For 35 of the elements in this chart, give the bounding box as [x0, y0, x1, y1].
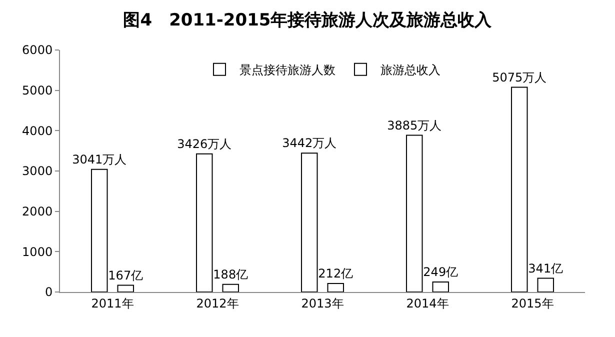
data-label: 3885万人	[387, 118, 442, 132]
data-label: 3426万人	[177, 136, 232, 151]
x-tick-label: 2015年	[511, 296, 554, 310]
data-label: 188亿	[213, 267, 248, 282]
data-label: 5075万人	[492, 70, 547, 84]
bar	[537, 278, 554, 292]
data-label: 3041万人	[72, 152, 127, 166]
x-tick-label: 2012年	[196, 296, 239, 310]
bar	[327, 282, 344, 292]
bar	[117, 284, 134, 292]
data-label: 212亿	[318, 266, 354, 280]
y-tick-label: 6000	[22, 43, 53, 58]
bar	[301, 152, 318, 292]
bar	[432, 281, 449, 292]
y-tick-label: 1000	[22, 244, 53, 259]
y-tick-label: 2000	[22, 204, 53, 219]
chart-title: 图4 2011-2015年接待旅游人次及旅游总收入	[123, 10, 493, 30]
data-label: 167亿	[108, 268, 144, 282]
bar	[196, 153, 213, 292]
legend-label: 旅游总收入	[380, 63, 440, 78]
bar	[222, 284, 239, 292]
data-label: 341亿	[528, 261, 564, 276]
bar	[91, 168, 108, 292]
y-tick-label: 4000	[22, 124, 53, 138]
bar	[511, 86, 528, 292]
y-tick-label: 5000	[22, 84, 53, 98]
bar	[406, 134, 423, 292]
y-tick-label: 3000	[22, 164, 53, 178]
data-label: 3442万人	[282, 136, 337, 150]
y-tick-label: 0	[44, 285, 53, 300]
x-tick-label: 2014年	[406, 296, 449, 310]
x-tick-label: 2013年	[301, 296, 344, 310]
legend-label: 景点接待旅游人数	[240, 63, 336, 78]
data-label: 249亿	[423, 264, 458, 279]
x-tick-label: 2011年	[91, 296, 134, 310]
